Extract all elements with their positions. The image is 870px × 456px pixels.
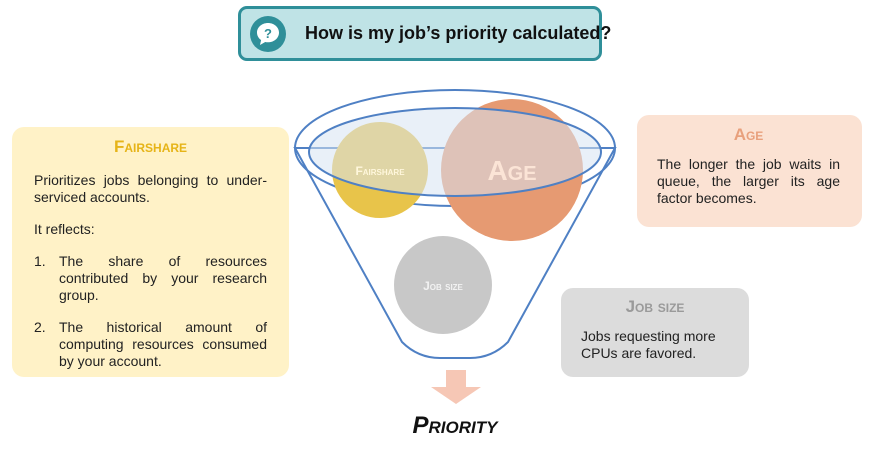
job-size-circle <box>394 236 492 334</box>
down-arrow <box>431 370 481 404</box>
question-bubble-icon: ? <box>250 16 286 52</box>
list-item-number: 1. <box>34 253 46 269</box>
funnel-fairshare-label: Fairshare <box>355 164 405 178</box>
funnel-age-label: Age <box>487 155 536 186</box>
funnel-job-size-label: Job size <box>423 279 463 293</box>
list-item: 1. The share of resources contributed by… <box>34 253 267 304</box>
fairshare-reflects-label: It reflects: <box>34 221 95 237</box>
list-item: 2. The historical amount of computing re… <box>34 319 267 370</box>
age-info-box: Age The longer the job waits in queue, t… <box>637 115 862 227</box>
fairshare-title: Fairshare <box>113 137 188 156</box>
job-size-info-box: Job size Jobs requesting more CPUs are f… <box>561 288 749 377</box>
list-item-text: The historical amount of computing resou… <box>59 319 267 369</box>
fairshare-description: Prioritizes jobs belonging to under-serv… <box>34 172 267 205</box>
funnel-rim-inner <box>308 107 602 197</box>
svg-text:?: ? <box>264 26 272 41</box>
age-description: The longer the job waits in queue, the l… <box>657 156 840 206</box>
priority-label: Priority <box>412 412 498 439</box>
title-banner: ? How is my job’s priority calculated? <box>238 6 611 61</box>
list-item-text: The share of resources contributed by yo… <box>59 253 267 303</box>
job-size-title: Job size <box>625 297 685 316</box>
list-item-number: 2. <box>34 319 46 335</box>
job-size-description: Jobs requesting more CPUs are favored. <box>581 328 716 361</box>
fairshare-info-box: Fairshare Prioritizes jobs belonging to … <box>12 127 289 377</box>
page-title: How is my job’s priority calculated? <box>305 23 612 43</box>
age-title: Age <box>733 125 764 144</box>
fairshare-list: 1. The share of resources contributed by… <box>34 253 267 370</box>
